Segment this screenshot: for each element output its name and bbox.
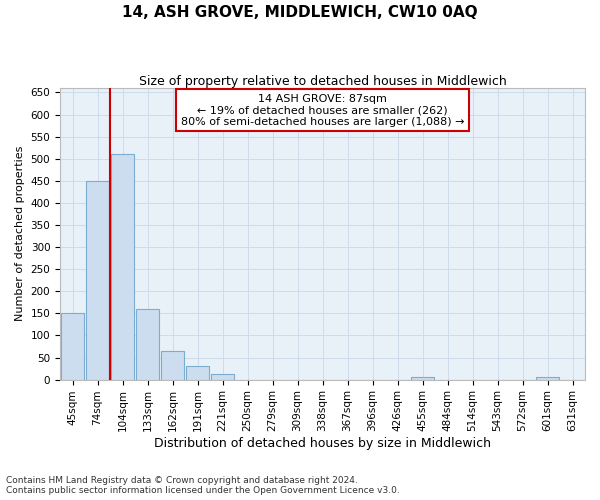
Bar bbox=[111, 154, 134, 380]
Text: 14 ASH GROVE: 87sqm
← 19% of detached houses are smaller (262)
80% of semi-detac: 14 ASH GROVE: 87sqm ← 19% of detached ho… bbox=[181, 94, 464, 127]
Bar bbox=[536, 378, 559, 380]
Text: 14, ASH GROVE, MIDDLEWICH, CW10 0AQ: 14, ASH GROVE, MIDDLEWICH, CW10 0AQ bbox=[122, 5, 478, 20]
Bar bbox=[211, 374, 234, 380]
Bar bbox=[186, 366, 209, 380]
Bar bbox=[61, 314, 84, 380]
Title: Size of property relative to detached houses in Middlewich: Size of property relative to detached ho… bbox=[139, 75, 506, 88]
Bar bbox=[161, 351, 184, 380]
Text: Contains HM Land Registry data © Crown copyright and database right 2024.
Contai: Contains HM Land Registry data © Crown c… bbox=[6, 476, 400, 495]
Bar bbox=[411, 378, 434, 380]
X-axis label: Distribution of detached houses by size in Middlewich: Distribution of detached houses by size … bbox=[154, 437, 491, 450]
Bar bbox=[86, 181, 109, 380]
Y-axis label: Number of detached properties: Number of detached properties bbox=[15, 146, 25, 322]
Bar bbox=[136, 309, 159, 380]
